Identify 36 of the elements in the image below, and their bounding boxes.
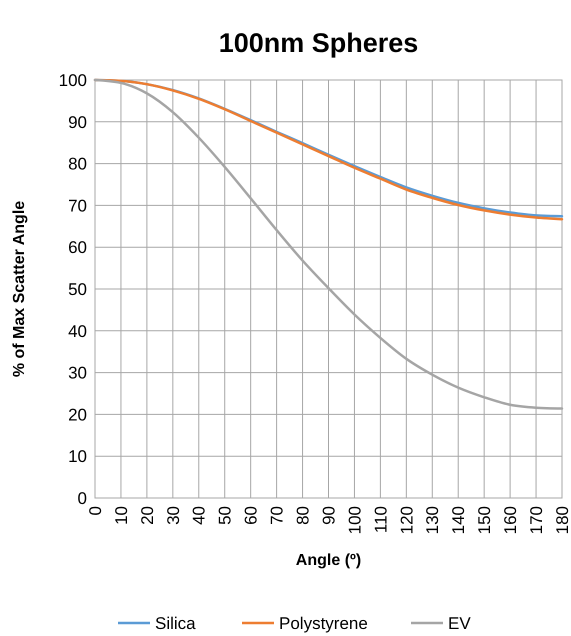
- y-tick-label: 30: [68, 364, 87, 383]
- x-tick-label: 90: [319, 506, 338, 525]
- y-tick-label: 40: [68, 322, 87, 341]
- chart-title: 100nm Spheres: [218, 28, 418, 58]
- x-tick-label: 60: [242, 506, 261, 525]
- x-tick-label: 20: [138, 506, 157, 525]
- legend-label: EV: [448, 614, 472, 633]
- y-tick-label: 100: [58, 70, 87, 90]
- y-tick-label: 90: [68, 112, 87, 132]
- x-tick-label: 120: [397, 506, 416, 534]
- x-tick-label: 160: [501, 506, 520, 534]
- y-tick-label: 50: [68, 280, 87, 299]
- x-tick-label: 30: [164, 506, 183, 525]
- legend-label: Silica: [155, 614, 196, 633]
- x-tick-label: 110: [371, 506, 390, 534]
- y-tick-label: 0: [78, 488, 87, 508]
- x-axis-title: Angle (º): [296, 552, 362, 569]
- y-tick-label: 60: [68, 238, 87, 258]
- legend-label: Polystyrene: [279, 614, 368, 633]
- x-tick-label: 170: [527, 506, 546, 534]
- x-tick-label: 0: [86, 506, 105, 516]
- y-tick-label: 70: [68, 196, 87, 216]
- x-tick-label: 140: [449, 506, 468, 534]
- x-tick-label: 40: [190, 506, 209, 525]
- x-tick-label: 180: [552, 506, 571, 534]
- y-tick-label: 80: [68, 154, 87, 174]
- x-tick-label: 80: [294, 506, 313, 525]
- x-tick-label: 70: [268, 506, 287, 525]
- y-axis-title: % of Max Scatter Angle: [11, 200, 28, 378]
- y-tick-label: 10: [68, 447, 87, 466]
- y-tick-label: 20: [68, 405, 87, 424]
- x-tick-label: 130: [423, 506, 442, 534]
- x-tick-label: 150: [475, 506, 494, 534]
- x-tick-label: 100: [345, 506, 364, 534]
- x-tick-label: 50: [216, 506, 235, 525]
- x-tick-label: 10: [112, 506, 131, 525]
